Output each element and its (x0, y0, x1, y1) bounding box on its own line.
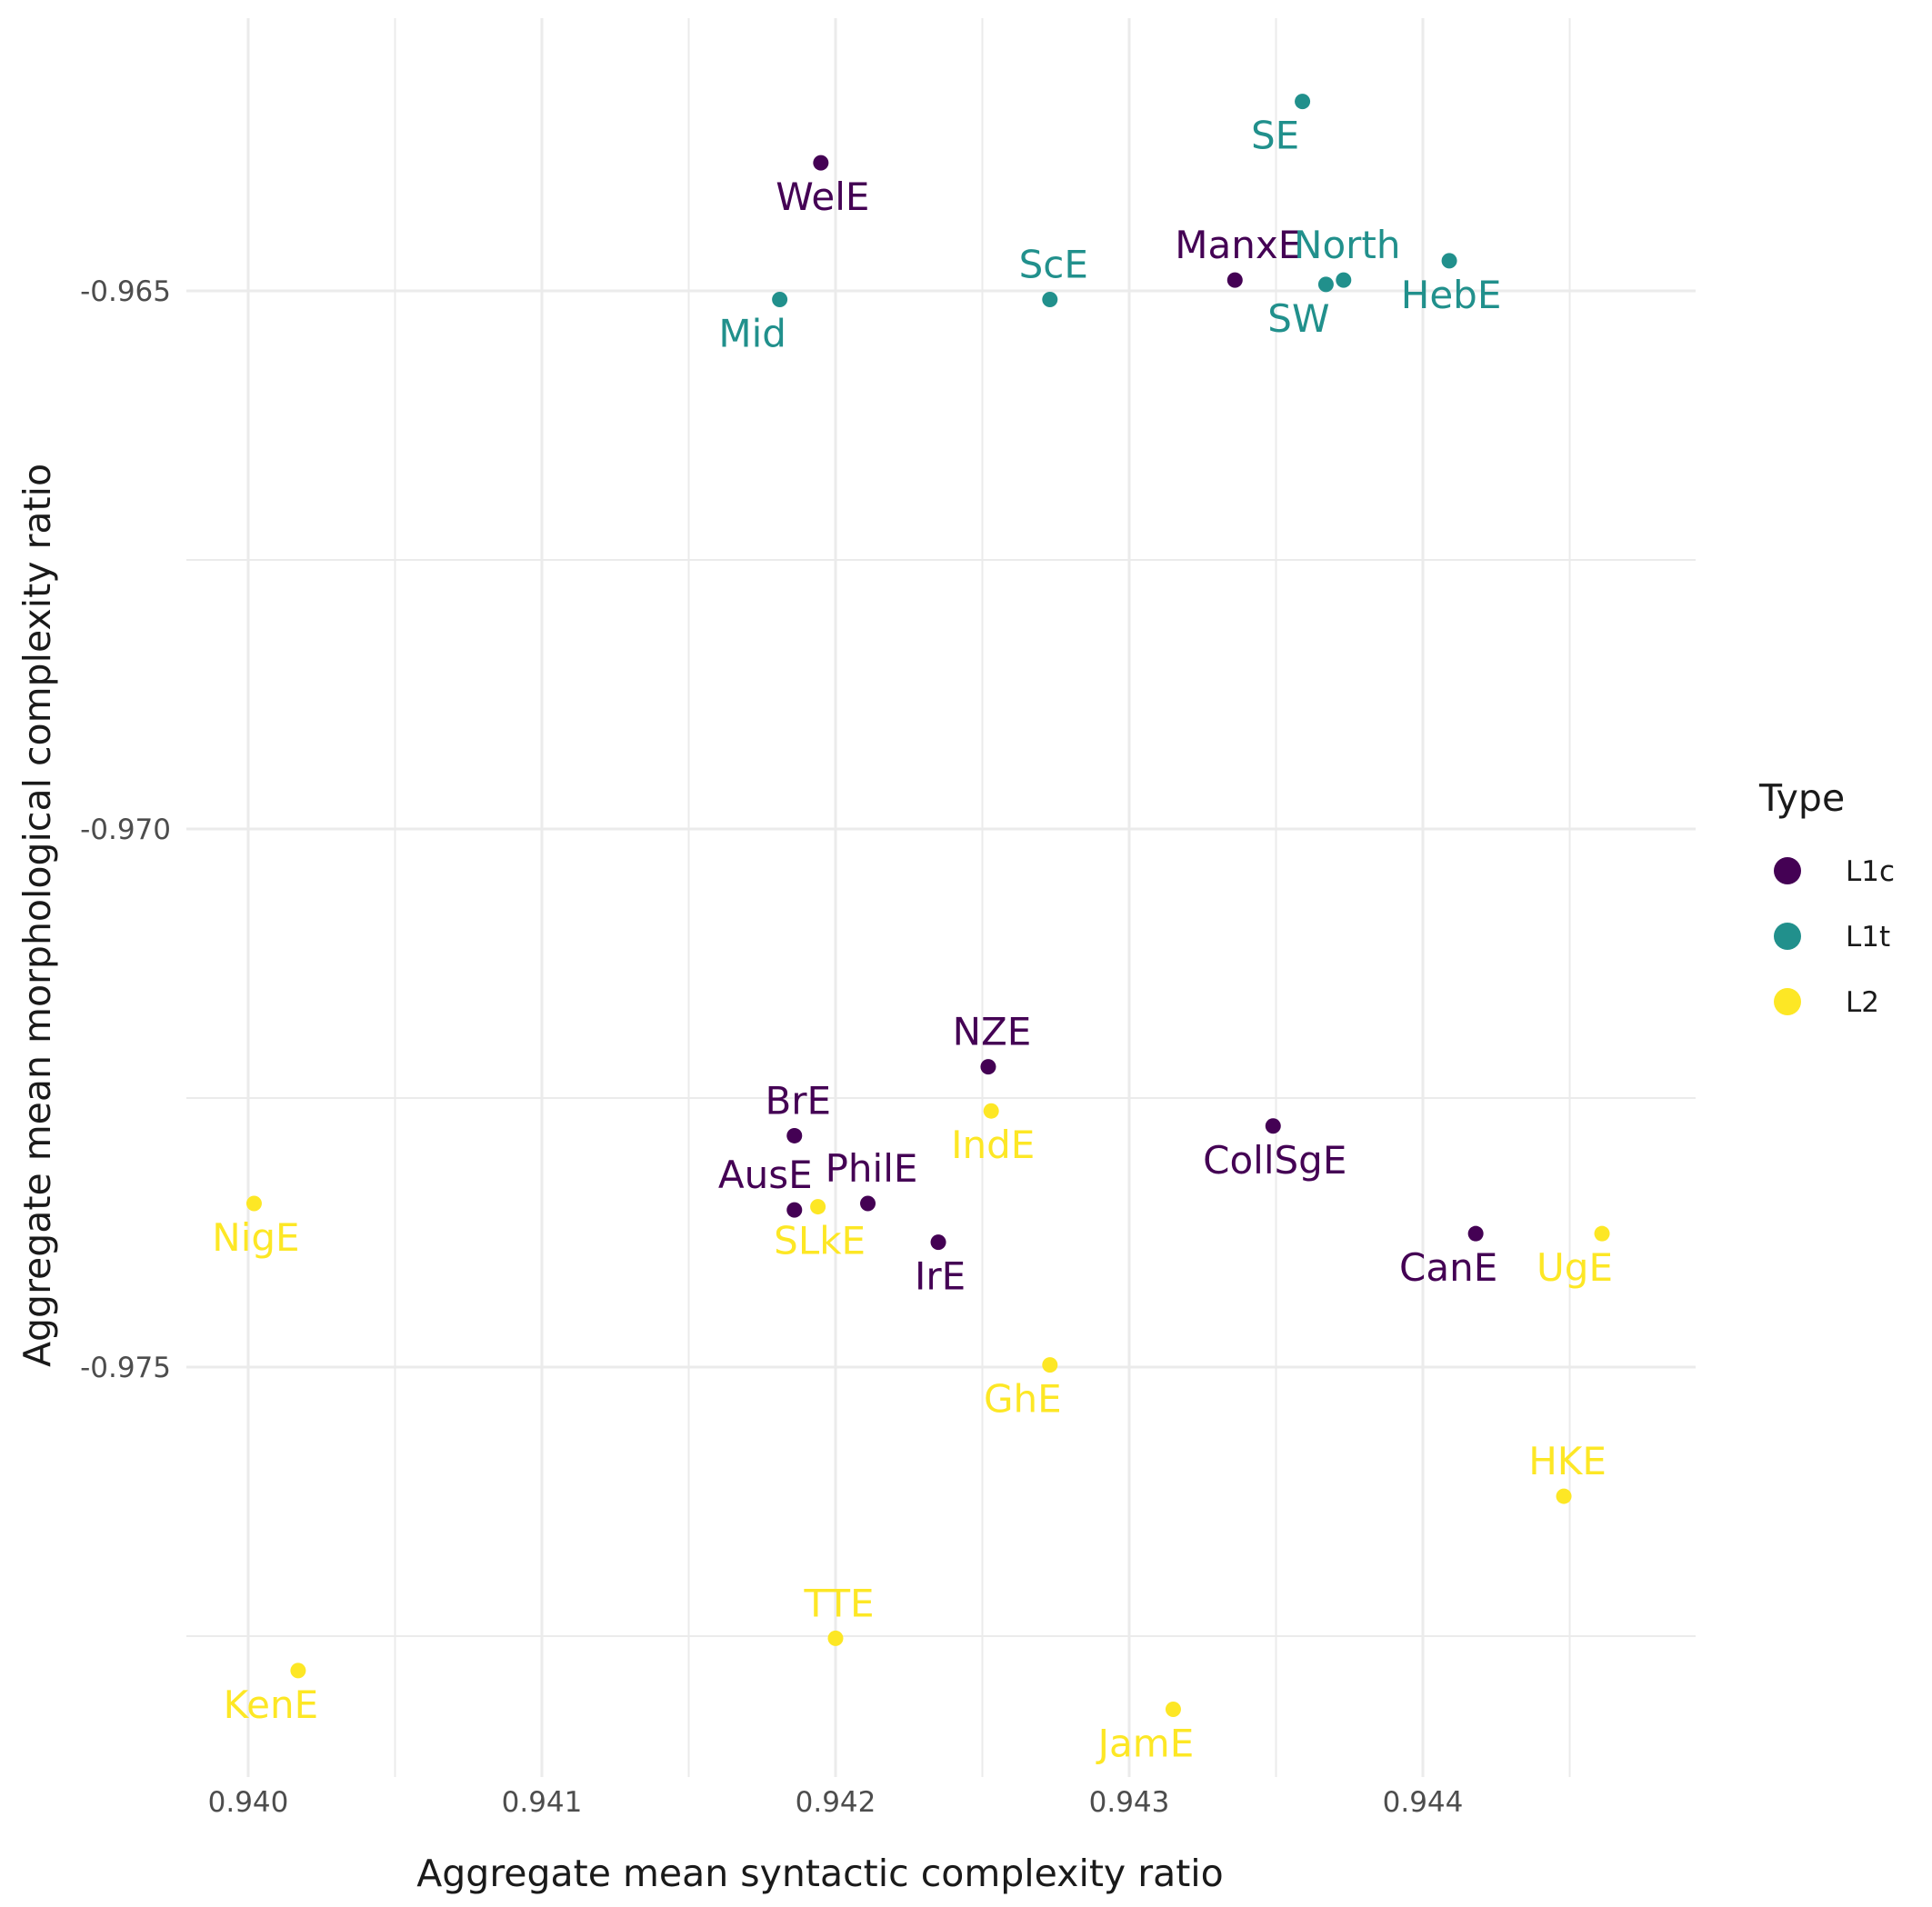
point-layer (245, 94, 1610, 1718)
data-point (1165, 1702, 1181, 1718)
legend-label: L1t (1846, 921, 1890, 954)
point-label: SW (1267, 296, 1329, 341)
legend-key (1774, 988, 1801, 1015)
y-tick-label: -0.970 (80, 814, 171, 846)
legend-label: L2 (1846, 986, 1879, 1019)
point-label: Mid (718, 311, 786, 355)
y-tick-label: -0.975 (80, 1352, 171, 1384)
data-point (827, 1630, 844, 1646)
data-point (772, 291, 788, 307)
data-point (1441, 253, 1457, 269)
point-label: WelE (776, 175, 869, 219)
data-point (1042, 1357, 1058, 1373)
x-tick-label: 0.944 (1383, 1786, 1464, 1819)
data-point (245, 1195, 262, 1212)
data-point (1336, 272, 1352, 288)
x-axis-title: Aggregate mean syntactic complexity rati… (416, 1852, 1224, 1895)
point-label: PhilE (826, 1146, 918, 1191)
legend: Type L1c L1t L2 (1758, 776, 1895, 1019)
data-point (983, 1103, 999, 1119)
point-label: HKE (1528, 1439, 1607, 1483)
data-point (1042, 291, 1058, 307)
point-label: UgE (1537, 1245, 1613, 1290)
data-point (1226, 272, 1243, 288)
point-label: JamE (1096, 1722, 1195, 1766)
legend-entries: L1c L1t L2 (1774, 855, 1895, 1019)
x-tick-label: 0.941 (502, 1786, 583, 1819)
point-label: NZE (953, 1010, 1032, 1054)
data-point (810, 1199, 826, 1215)
data-point (786, 1127, 803, 1143)
legend-label: L1c (1846, 855, 1895, 888)
point-label: HebE (1401, 273, 1502, 317)
data-point (813, 155, 829, 171)
data-point (930, 1234, 946, 1251)
x-tick-label: 0.942 (796, 1786, 876, 1819)
point-label: ScE (1019, 242, 1088, 286)
point-label: SE (1251, 114, 1299, 158)
legend-title: Type (1758, 776, 1845, 820)
y-axis-title: Aggregate mean morphological complexity … (15, 464, 59, 1367)
point-label: North (1294, 223, 1400, 267)
point-label: TTE (803, 1581, 874, 1625)
point-label: AusE (718, 1153, 813, 1197)
point-label-layer: WelE ManxE NZE BrE AusE PhilE IrE CollSgE CanE SE… (212, 114, 1613, 1766)
point-label: GhE (984, 1377, 1062, 1422)
data-point (1467, 1225, 1484, 1242)
data-point (1265, 1118, 1281, 1134)
x-tick-label: 0.943 (1089, 1786, 1170, 1819)
point-label: SLkE (774, 1219, 866, 1263)
data-point (860, 1195, 876, 1212)
tick-layer: 0.940 0.941 0.942 0.943 0.944 -0.965 -0.970 -0.… (80, 275, 1463, 1819)
point-label: IndE (951, 1123, 1035, 1167)
data-point (1556, 1488, 1572, 1504)
point-label: KenE (224, 1682, 318, 1727)
point-label: ManxE (1175, 223, 1302, 267)
data-point (1594, 1225, 1610, 1242)
data-point (1295, 94, 1311, 110)
point-label: IrE (915, 1254, 966, 1299)
x-tick-label: 0.940 (208, 1786, 289, 1819)
point-label: CollSgE (1203, 1138, 1346, 1183)
data-point (1317, 276, 1334, 293)
y-tick-label: -0.965 (80, 275, 171, 308)
point-label: CanE (1399, 1245, 1497, 1290)
data-point (290, 1662, 306, 1679)
legend-key (1774, 923, 1801, 950)
point-label: BrE (765, 1078, 831, 1123)
data-point (980, 1059, 996, 1075)
point-label: NigE (212, 1215, 299, 1260)
legend-key (1774, 857, 1801, 884)
data-point (786, 1202, 803, 1218)
grid-layer (186, 18, 1696, 1777)
